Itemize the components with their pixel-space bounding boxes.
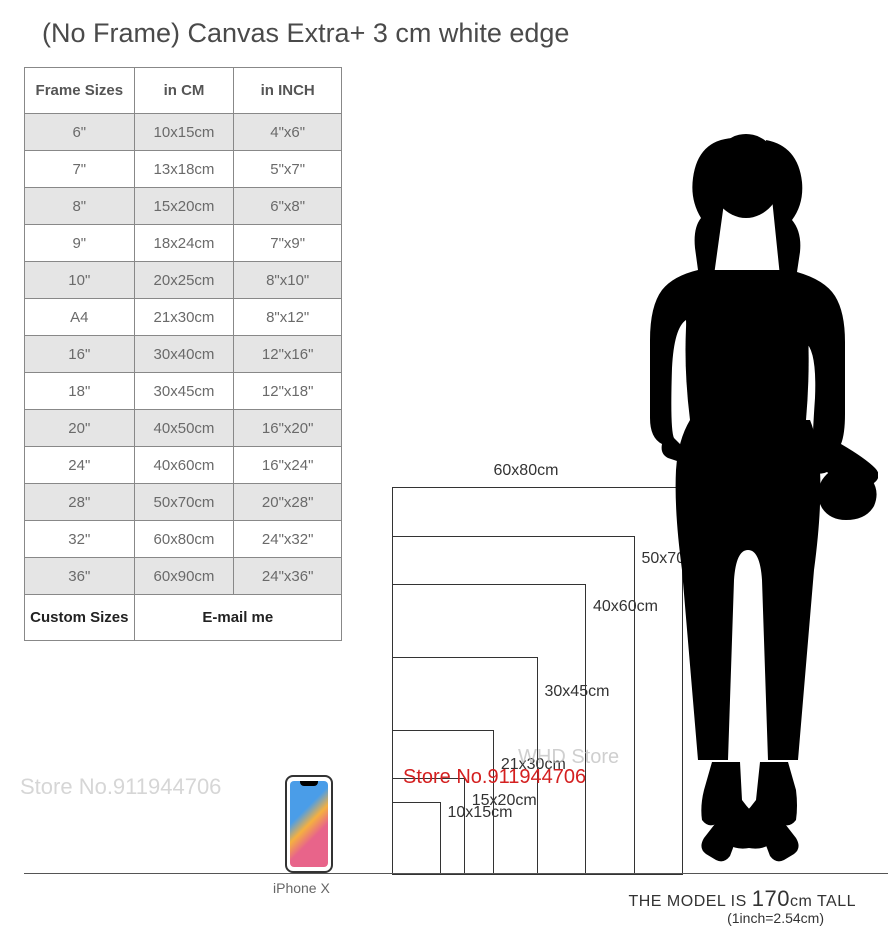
- table-row: 28"50x70cm20"x28": [25, 484, 342, 521]
- col-in-cm: in CM: [134, 68, 234, 114]
- table-row: 10"20x25cm8"x10": [25, 262, 342, 299]
- rect-label: 10x15cm: [448, 804, 513, 822]
- cell-cm: 30x45cm: [134, 373, 234, 410]
- cell-inch: 6"x8": [234, 188, 342, 225]
- rect-label: 30x45cm: [545, 683, 610, 701]
- table-row: 18"30x45cm12"x18": [25, 373, 342, 410]
- cell-cm: 60x80cm: [134, 521, 234, 558]
- phone-label: iPhone X: [273, 880, 330, 896]
- cell-inch: 12"x16": [234, 336, 342, 373]
- model-silhouette: [618, 130, 878, 870]
- col-frame-sizes: Frame Sizes: [25, 68, 135, 114]
- table-row: 20"40x50cm16"x20": [25, 410, 342, 447]
- cell-size: 36": [25, 558, 135, 595]
- cell-inch: 20"x28": [234, 484, 342, 521]
- cell-size: 18": [25, 373, 135, 410]
- cell-inch: 16"x24": [234, 447, 342, 484]
- table-row: 7"13x18cm5"x7": [25, 151, 342, 188]
- cell-cm: 30x40cm: [134, 336, 234, 373]
- size-rect: 10x15cm: [392, 802, 441, 875]
- cell-cm: 18x24cm: [134, 225, 234, 262]
- table-row: 36"60x90cm24"x36": [25, 558, 342, 595]
- table-row: 6"10x15cm4"x6": [25, 114, 342, 151]
- cell-inch: 8"x12": [234, 299, 342, 336]
- cell-inch: 5"x7": [234, 151, 342, 188]
- model-height-value: 170: [752, 886, 790, 911]
- cell-inch: 8"x10": [234, 262, 342, 299]
- cell-inch: 16"x20": [234, 410, 342, 447]
- page-title: (No Frame) Canvas Extra+ 3 cm white edge: [0, 0, 888, 49]
- size-comparison-rects: 60x80cm50x70cm40x60cm30x45cm21x30cm15x20…: [392, 485, 642, 875]
- custom-value: E-mail me: [134, 595, 341, 641]
- model-prefix: THE MODEL IS: [628, 893, 751, 910]
- cell-size: A4: [25, 299, 135, 336]
- cell-size: 7": [25, 151, 135, 188]
- cell-size: 8": [25, 188, 135, 225]
- cell-inch: 12"x18": [234, 373, 342, 410]
- rect-label: 60x80cm: [494, 462, 559, 480]
- cell-inch: 7"x9": [234, 225, 342, 262]
- table-row: 32"60x80cm24"x32": [25, 521, 342, 558]
- cell-size: 20": [25, 410, 135, 447]
- table-row: 8"15x20cm6"x8": [25, 188, 342, 225]
- table-row: A421x30cm8"x12": [25, 299, 342, 336]
- watermark-red: Store No.911944706: [403, 766, 586, 789]
- iphone-illustration: [285, 775, 333, 873]
- cell-cm: 50x70cm: [134, 484, 234, 521]
- cell-size: 24": [25, 447, 135, 484]
- custom-label: Custom Sizes: [25, 595, 135, 641]
- phone-screen: [290, 781, 328, 867]
- model-suffix: cm TALL: [790, 893, 856, 910]
- cell-cm: 10x15cm: [134, 114, 234, 151]
- conversion-text: (1inch=2.54cm): [727, 910, 824, 926]
- baseline: [24, 873, 888, 874]
- cell-cm: 20x25cm: [134, 262, 234, 299]
- cell-inch: 4"x6": [234, 114, 342, 151]
- table-row: 9"18x24cm7"x9": [25, 225, 342, 262]
- cell-cm: 15x20cm: [134, 188, 234, 225]
- cell-size: 6": [25, 114, 135, 151]
- cell-size: 9": [25, 225, 135, 262]
- watermark-grey-1: Store No.911944706: [20, 774, 221, 800]
- cell-size: 10": [25, 262, 135, 299]
- cell-inch: 24"x36": [234, 558, 342, 595]
- cell-size: 16": [25, 336, 135, 373]
- size-table: Frame Sizes in CM in INCH 6"10x15cm4"x6"…: [24, 67, 342, 641]
- phone-notch: [300, 781, 318, 786]
- custom-row: Custom SizesE-mail me: [25, 595, 342, 641]
- col-in-inch: in INCH: [234, 68, 342, 114]
- cell-cm: 40x50cm: [134, 410, 234, 447]
- cell-inch: 24"x32": [234, 521, 342, 558]
- table-header-row: Frame Sizes in CM in INCH: [25, 68, 342, 114]
- cell-cm: 13x18cm: [134, 151, 234, 188]
- cell-cm: 60x90cm: [134, 558, 234, 595]
- cell-cm: 21x30cm: [134, 299, 234, 336]
- cell-cm: 40x60cm: [134, 447, 234, 484]
- cell-size: 32": [25, 521, 135, 558]
- table-row: 16"30x40cm12"x16": [25, 336, 342, 373]
- model-height-text: THE MODEL IS 170cm TALL: [628, 886, 856, 912]
- table-row: 24"40x60cm16"x24": [25, 447, 342, 484]
- cell-size: 28": [25, 484, 135, 521]
